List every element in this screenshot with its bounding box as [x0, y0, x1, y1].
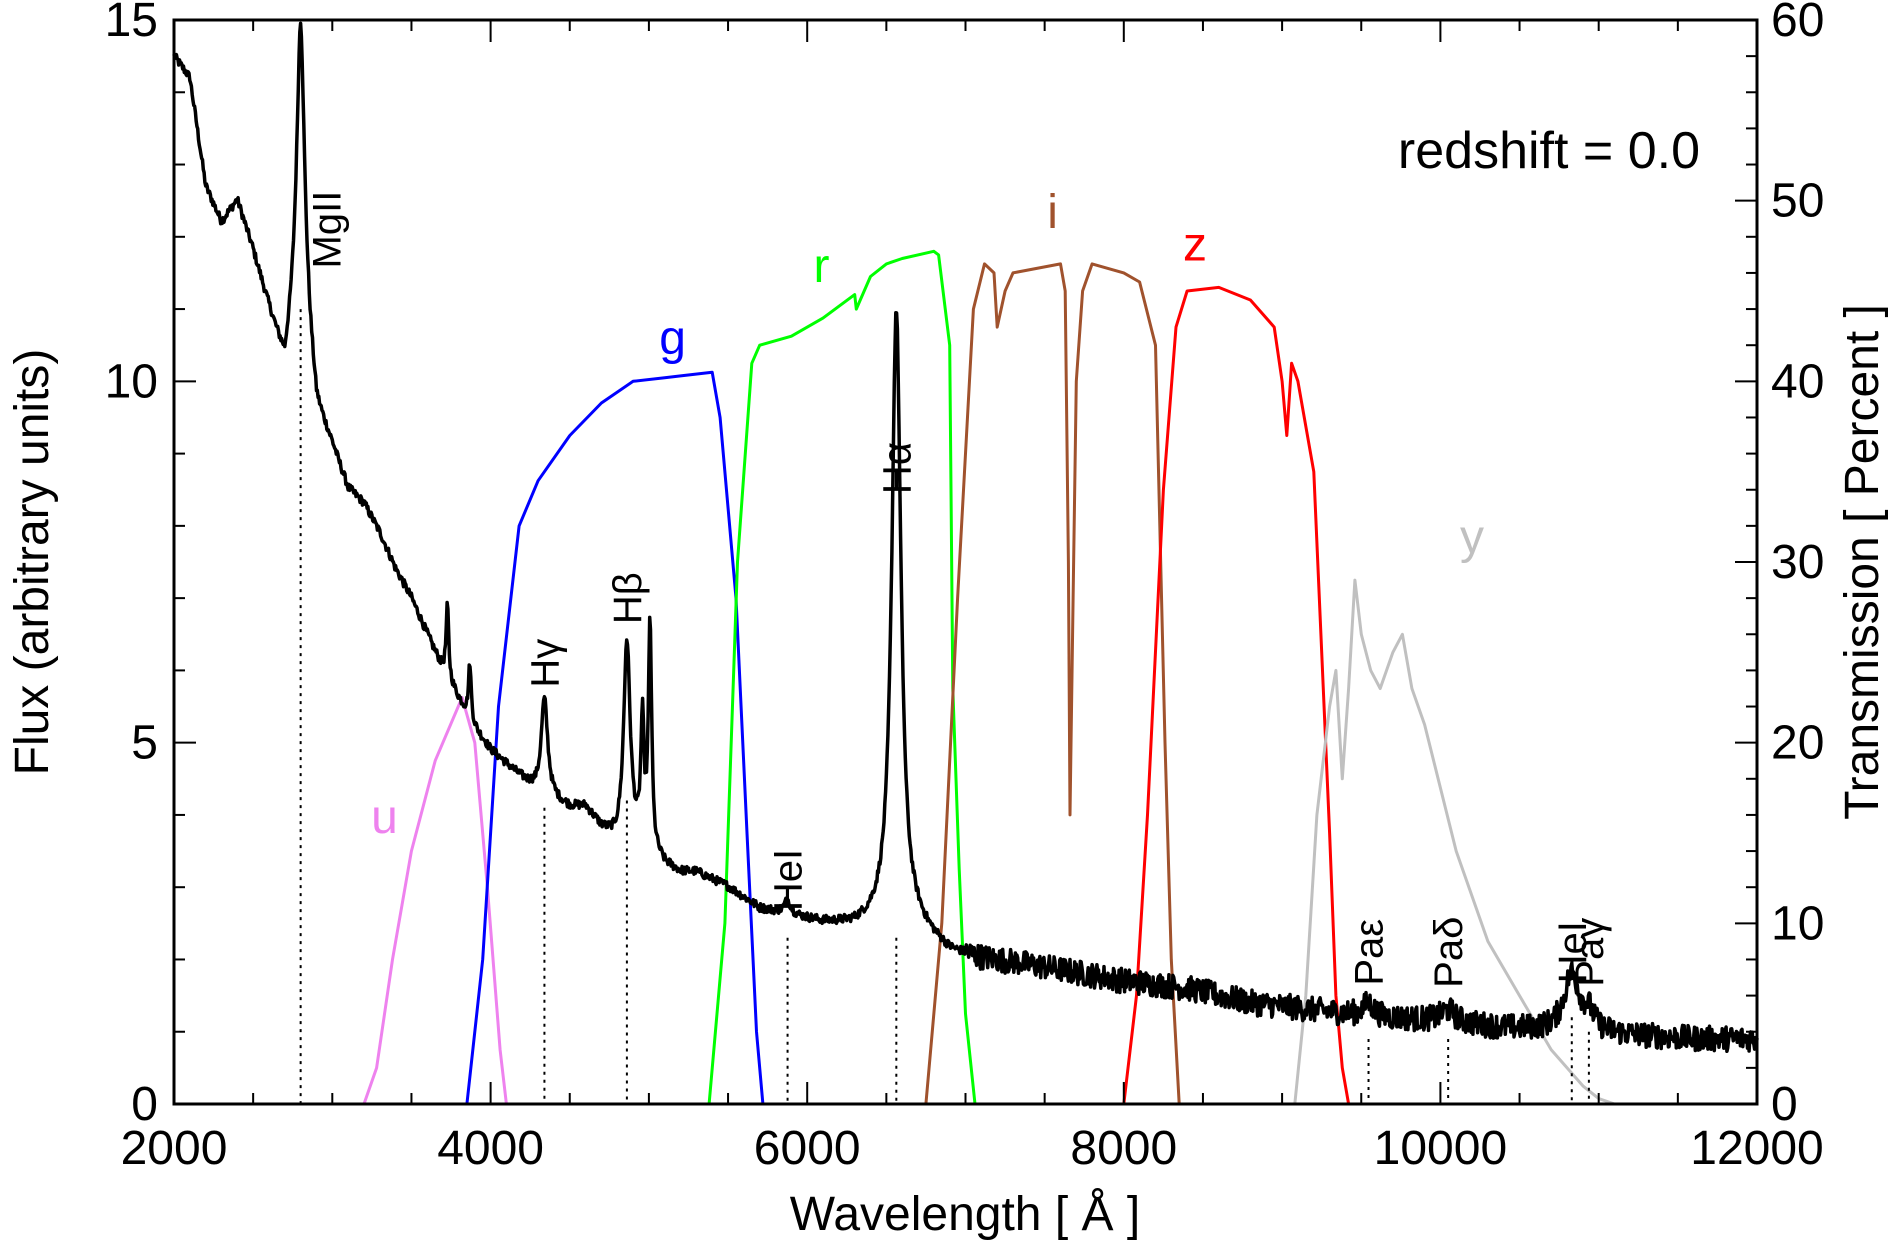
filter-label-u: u [371, 791, 398, 844]
chart-text: Wavelength [ Å ] Flux (arbitrary units) … [6, 0, 1889, 1241]
filter-label-g: g [659, 312, 686, 365]
y-tick-label: 0 [131, 1078, 158, 1131]
filter-label-r: r [813, 240, 829, 293]
y2-tick-label: 50 [1771, 175, 1824, 228]
filter-curve-z [1122, 285, 1351, 1105]
line-label-MgII: MgII [306, 191, 350, 269]
filter-curve-i [924, 262, 1181, 1105]
line-label-Hγ: Hγ [523, 639, 567, 688]
line-label-Hβ: Hβ [606, 572, 650, 624]
axis-ticks [173, 19, 1758, 1105]
spectrum-line [172, 21, 1759, 1054]
x-tick-label: 12000 [1690, 1122, 1823, 1175]
y-tick-label: 5 [131, 717, 158, 770]
y2-tick-label: 30 [1771, 536, 1824, 589]
x-axis-title: Wavelength [ Å ] [790, 1188, 1140, 1241]
filter-curve-g [465, 370, 765, 1105]
line-markers [299, 309, 1590, 1104]
filter-label-z: z [1183, 218, 1207, 271]
y2-axis-title: Transmission [ Percent ] [1836, 304, 1889, 820]
y-tick-label: 10 [105, 355, 158, 408]
filter-label-y: y [1460, 511, 1484, 564]
y2-tick-label: 0 [1771, 1078, 1798, 1131]
line-label-HeI: HeI [767, 849, 811, 911]
y2-tick-label: 20 [1771, 717, 1824, 770]
line-label-Paγ: Paγ [1568, 918, 1612, 987]
y2-tick-label: 40 [1771, 355, 1824, 408]
x-tick-label: 10000 [1374, 1122, 1507, 1175]
y-tick-label: 15 [105, 0, 158, 47]
line-label-HeI: HeI [1551, 921, 1595, 983]
y2-tick-label: 60 [1771, 0, 1824, 47]
spectrum-layer [172, 21, 1759, 1054]
redshift-annotation: redshift = 0.0 [1398, 122, 1700, 180]
x-tick-label: 4000 [437, 1122, 544, 1175]
filter-label-i: i [1047, 186, 1058, 239]
x-tick-label: 6000 [754, 1122, 861, 1175]
filter-curves [362, 249, 1615, 1106]
x-tick-label: 2000 [121, 1122, 228, 1175]
filter-curve-u [362, 696, 508, 1105]
line-label-Paδ: Paδ [1427, 917, 1471, 988]
x-tick-label: 8000 [1070, 1122, 1177, 1175]
line-label-Paε: Paε [1348, 919, 1392, 986]
y2-tick-label: 10 [1771, 897, 1824, 950]
line-label-Hα: Hα [875, 442, 919, 494]
y-axis-title: Flux (arbitrary units) [6, 349, 59, 776]
